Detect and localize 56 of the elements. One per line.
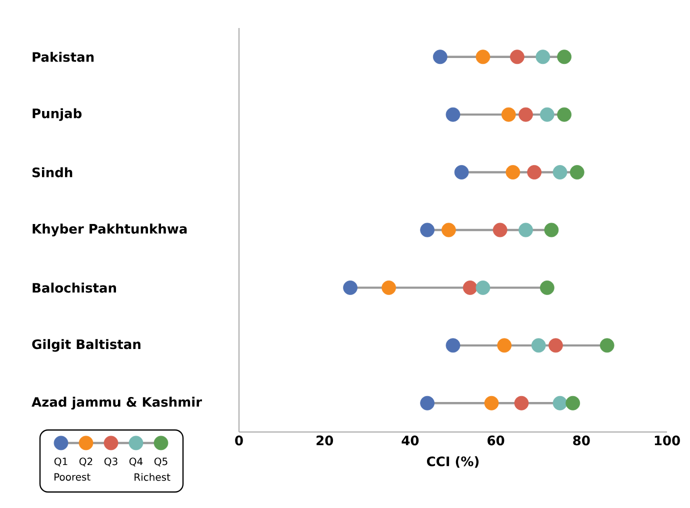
point	[492, 222, 508, 238]
point	[518, 222, 533, 238]
point	[442, 222, 456, 238]
point	[557, 107, 572, 122]
point	[527, 165, 542, 180]
point	[557, 50, 572, 64]
point	[552, 396, 568, 410]
y-tick-label: Khyber Pakhtunkhwa	[32, 224, 187, 236]
point	[514, 396, 529, 410]
legend-label: Q5	[154, 458, 168, 466]
x-tick-label: 80	[573, 436, 590, 446]
point	[552, 165, 568, 180]
y-tick-label: Balochistan	[32, 282, 116, 293]
point	[420, 396, 435, 410]
legend-label: Q1	[54, 458, 68, 466]
point	[454, 165, 469, 180]
text: Poorest	[54, 473, 90, 481]
text: Richest	[134, 473, 170, 481]
y-tick-label: Punjab	[32, 108, 82, 121]
point	[476, 280, 490, 295]
point	[540, 280, 554, 295]
point	[518, 107, 533, 122]
point	[540, 107, 554, 122]
point	[566, 396, 580, 410]
legend-label: Q3	[104, 458, 118, 466]
x-tick-label: 20	[316, 436, 334, 446]
y-tick-label: Azad jammu & Kashmir	[32, 396, 202, 410]
point	[510, 50, 524, 64]
point	[420, 222, 435, 238]
x-tick-label: 60	[488, 436, 504, 446]
x-tick-label: 100	[654, 436, 680, 446]
point	[600, 338, 614, 353]
point	[446, 107, 460, 122]
point	[570, 165, 584, 180]
point	[497, 338, 512, 353]
y-tick-label: Pakistan	[32, 52, 94, 62]
point	[501, 107, 516, 122]
y-tick-label: Sindh	[32, 167, 72, 178]
point	[382, 280, 396, 295]
x-tick-label: 40	[402, 436, 419, 446]
point	[548, 338, 563, 353]
point	[506, 165, 520, 180]
point	[536, 50, 550, 64]
legend-label: Q2	[79, 458, 92, 466]
y-tick-label: Gilgit Baltistan	[32, 339, 140, 352]
point	[432, 50, 448, 64]
point	[446, 338, 460, 353]
legend-label: Q4	[129, 458, 143, 466]
point	[476, 50, 490, 64]
point	[462, 280, 478, 295]
point	[544, 222, 559, 238]
x-axis-title: CCI (%)	[426, 456, 479, 468]
x-tick-label: 0	[235, 436, 243, 446]
point	[484, 396, 499, 410]
point	[531, 338, 546, 353]
point	[343, 280, 358, 295]
